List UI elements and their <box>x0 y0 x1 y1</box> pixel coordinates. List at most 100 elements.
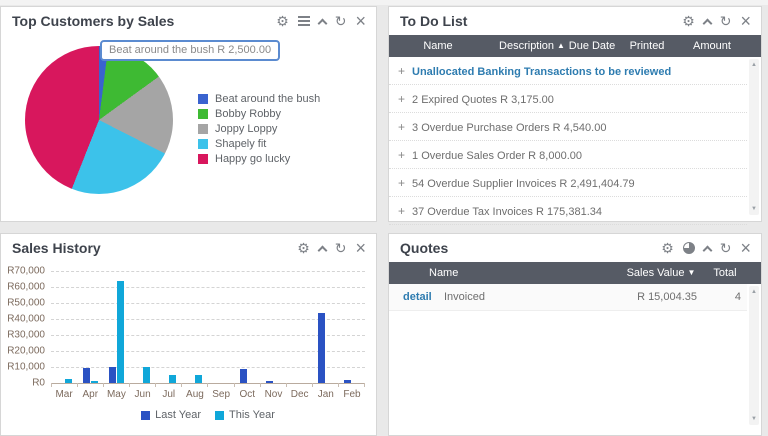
column-label: Sales Value <box>626 267 685 279</box>
todo-column-name[interactable]: Name <box>423 40 452 52</box>
scroll-down-icon[interactable]: ▼ <box>751 206 757 212</box>
x-tick-label: Jul <box>162 389 176 400</box>
close-icon[interactable]: × <box>355 238 366 258</box>
todo-row[interactable]: +3 Overdue Purchase Orders R 4,540.00 <box>389 113 747 141</box>
x-tick-label: Feb <box>343 389 361 400</box>
gear-icon[interactable]: ⚙ <box>661 240 674 256</box>
axis-tick <box>313 383 339 387</box>
expand-plus-icon[interactable]: + <box>398 204 406 218</box>
expand-plus-icon[interactable]: + <box>398 176 406 190</box>
close-icon[interactable]: × <box>740 238 751 258</box>
legend-item: Joppy Loppy <box>198 121 320 136</box>
collapse-icon[interactable] <box>317 243 328 255</box>
bar-last-year <box>82 368 90 383</box>
quotes-column-name[interactable]: Name <box>429 267 458 279</box>
collapse-icon[interactable] <box>702 16 713 28</box>
bar-this-year <box>195 375 203 383</box>
gridline <box>51 367 365 368</box>
gear-icon[interactable]: ⚙ <box>297 240 310 256</box>
legend-label: Happy go lucky <box>215 152 291 165</box>
todo-column-printed[interactable]: Printed <box>630 40 665 52</box>
bar-chart[interactable]: R70,000 R60,000 R50,000 R40,000 R30,000 R20,0… <box>1 262 376 434</box>
quote-total: 4 <box>734 291 741 303</box>
legend-item: Bobby Robby <box>198 106 320 121</box>
panel-header: Sales History ⚙ ↻ × <box>1 234 376 262</box>
column-label: Description <box>499 40 555 52</box>
collapse-icon[interactable] <box>702 243 713 255</box>
expand-plus-icon[interactable]: + <box>398 120 406 134</box>
refresh-icon[interactable]: ↻ <box>334 13 347 29</box>
legend-item: This Year <box>215 409 275 421</box>
y-tick-label: R10,000 <box>7 361 45 373</box>
quote-sales-value: R 15,004.35 <box>637 291 697 303</box>
bar-group <box>130 271 156 383</box>
y-axis-labels: R70,000 R60,000 R50,000 R40,000 R30,000 R20,0… <box>1 266 45 389</box>
gridline <box>51 287 365 288</box>
collapse-icon[interactable] <box>317 16 328 28</box>
panel-quotes: Quotes ⚙ ↻ × Name Sales Value ▼ Total detail I… <box>388 233 762 436</box>
refresh-icon[interactable]: ↻ <box>719 240 732 256</box>
column-label: Total <box>713 267 737 279</box>
legend-item: Beat around the bush <box>198 91 320 106</box>
close-icon[interactable]: × <box>355 11 366 31</box>
panel-header: To Do List ⚙ ↻ × <box>389 7 761 35</box>
todo-row[interactable]: + Unallocated Banking Transactions to be … <box>389 57 747 85</box>
quotes-column-total[interactable]: Total <box>713 267 736 279</box>
scroll-up-icon[interactable]: ▲ <box>751 62 757 68</box>
x-axis-labels: Mar Apr May Jun Jul Aug Sep Oct Nov Dec Jan Feb <box>51 389 365 400</box>
bar-this-year <box>90 381 98 383</box>
pie-chart-icon[interactable] <box>682 242 695 254</box>
bar-group <box>103 271 129 383</box>
scrollbar[interactable]: ▲ ▼ <box>749 59 759 215</box>
todo-row[interactable]: +2 Expired Quotes R 3,175.00 <box>389 85 747 113</box>
todo-row[interactable]: +54 Overdue Supplier Invoices R 2,491,40… <box>389 169 747 197</box>
refresh-icon[interactable]: ↻ <box>334 240 347 256</box>
todo-row[interactable]: +37 Overdue Tax Invoices R 175,381.34 <box>389 197 747 225</box>
menu-bar <box>297 20 310 22</box>
bar-legend: Last Year This Year <box>51 409 365 421</box>
todo-row-text: Unallocated Banking Transactions to be r… <box>412 66 672 78</box>
pie-tooltip: Beat around the bush R 2,500.00 <box>100 40 281 61</box>
y-tick-label: R30,000 <box>7 329 45 341</box>
expand-plus-icon[interactable]: + <box>398 64 406 78</box>
quote-row[interactable]: detail Invoiced R 15,004.35 4 <box>389 284 747 311</box>
legend-swatch <box>141 410 151 420</box>
todo-column-amount[interactable]: Amount <box>693 40 731 52</box>
sort-asc-icon: ▲ <box>557 41 565 50</box>
expand-plus-icon[interactable]: + <box>398 92 406 106</box>
refresh-icon[interactable]: ↻ <box>719 13 732 29</box>
bar-group <box>182 271 208 383</box>
todo-row[interactable]: +1 Overdue Sales Order R 8,000.00 <box>389 141 747 169</box>
detail-link[interactable]: detail <box>403 291 432 303</box>
menu-icon[interactable] <box>297 16 310 26</box>
x-tick-label: Jan <box>317 389 334 400</box>
column-label: Amount <box>693 40 731 52</box>
y-tick-label: R70,000 <box>7 265 45 277</box>
panel-actions: ⚙ ↻ × <box>297 239 366 257</box>
todo-column-due-date[interactable]: Due Date <box>569 40 615 52</box>
bar-last-year <box>265 381 273 383</box>
bar-this-year <box>64 379 72 383</box>
pie-chart[interactable] <box>25 46 173 194</box>
todo-rows: + Unallocated Banking Transactions to be … <box>389 57 761 225</box>
column-label: Name <box>429 267 459 279</box>
quotes-column-sales-value[interactable]: Sales Value ▼ <box>627 267 696 279</box>
legend-swatch <box>198 93 208 104</box>
scroll-up-icon[interactable]: ▲ <box>751 289 757 295</box>
todo-column-description[interactable]: Description ▲ <box>499 40 565 52</box>
gear-icon[interactable]: ⚙ <box>682 13 695 29</box>
legend-label: Joppy Loppy <box>215 122 278 135</box>
x-tick-label: May <box>106 389 126 400</box>
close-icon[interactable]: × <box>740 11 751 31</box>
gear-icon[interactable]: ⚙ <box>276 13 289 29</box>
expand-plus-icon[interactable]: + <box>398 148 406 162</box>
todo-row-text: 3 Overdue Purchase Orders R 4,540.00 <box>412 122 607 134</box>
x-tick-label: Oct <box>239 389 256 400</box>
panel-top-customers: Top Customers by Sales ⚙ ↻ × Beat around t… <box>0 6 377 222</box>
legend-swatch <box>198 108 208 119</box>
bar-this-year <box>169 375 177 383</box>
chevron-up-shape <box>317 245 328 255</box>
scrollbar[interactable]: ▲ ▼ <box>749 286 759 425</box>
scroll-down-icon[interactable]: ▼ <box>751 416 757 422</box>
legend-label: Shapely fit <box>215 137 267 150</box>
